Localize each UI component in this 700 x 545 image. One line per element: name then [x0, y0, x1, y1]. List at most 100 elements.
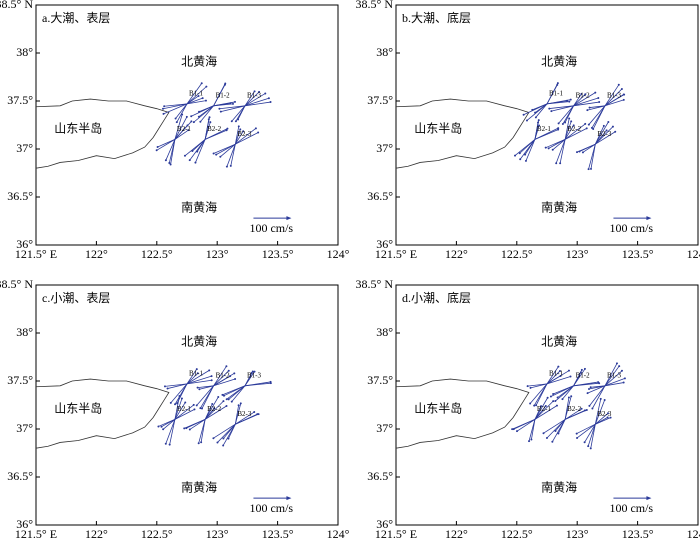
current-vector — [594, 398, 602, 425]
station-label: B1-2 — [216, 91, 231, 99]
scale-arrow-head — [646, 216, 652, 221]
x-tick-label: 123° — [566, 247, 589, 261]
y-tick-label: 36° — [376, 517, 393, 531]
x-tick-label: 123.5° — [262, 527, 294, 540]
current-vector — [595, 131, 616, 145]
x-tick-label: 124° — [687, 527, 700, 540]
vector-head — [169, 163, 172, 166]
vector-head — [557, 128, 560, 131]
station-label: B2-1 — [177, 125, 192, 133]
vector-head — [188, 159, 191, 162]
scale-label: 100 cm/s — [609, 221, 653, 235]
y-tick-label: 38° — [376, 45, 393, 59]
vector-head — [225, 165, 228, 168]
current-vector — [573, 93, 582, 107]
current-vector — [156, 139, 176, 151]
vector-head — [227, 398, 230, 401]
current-vector — [516, 419, 536, 432]
current-vector — [174, 125, 188, 140]
vector-head — [225, 398, 228, 401]
vector-head — [555, 404, 558, 407]
vector-head — [254, 127, 257, 130]
vector-head — [555, 162, 558, 165]
vector-head — [568, 100, 571, 103]
vector-head — [526, 385, 529, 388]
y-tick-label: 38° — [376, 325, 393, 339]
station-label: B2-2 — [567, 405, 582, 413]
y-tick-label: 36.5° — [7, 189, 33, 203]
current-vector — [186, 100, 207, 105]
vector-head — [609, 416, 612, 419]
x-tick-label: 121.5° E — [375, 527, 417, 540]
vector-head — [199, 407, 202, 410]
vector-head — [623, 377, 626, 380]
x-tick-label: 121.5° E — [15, 247, 57, 261]
current-vector — [186, 83, 203, 105]
panel-title: d.小潮、底层 — [402, 290, 471, 305]
y-tick-label: 38.5° N — [356, 0, 394, 11]
vector-head — [224, 82, 227, 85]
vector-head — [180, 397, 183, 400]
vector-head — [212, 152, 215, 155]
vector-head — [190, 115, 193, 118]
current-vector — [186, 379, 212, 385]
station-label: B1-3 — [607, 371, 622, 379]
vector-head — [196, 386, 199, 389]
vector-head — [585, 127, 588, 130]
vector-head — [197, 115, 200, 118]
current-vector — [543, 419, 566, 434]
vector-head — [212, 437, 215, 440]
vector-head — [606, 416, 609, 419]
place-label: 南黄海 — [181, 479, 217, 494]
current-vector — [223, 423, 236, 439]
current-vector — [235, 411, 255, 425]
vector-head — [544, 405, 547, 408]
vector-head — [568, 117, 571, 120]
current-vector — [186, 86, 207, 105]
current-vector — [576, 423, 596, 439]
vector-head — [588, 106, 591, 109]
y-tick-label: 36° — [16, 237, 33, 251]
current-vector — [164, 383, 188, 387]
current-vector — [174, 114, 183, 140]
current-vector — [244, 382, 271, 387]
current-vector — [195, 139, 206, 163]
vector-head — [222, 400, 225, 403]
vector-head — [525, 119, 528, 122]
vector-head — [511, 428, 514, 431]
current-vector — [213, 143, 236, 154]
vector-head — [257, 413, 260, 416]
vector-head — [540, 405, 543, 408]
vector-head — [554, 400, 557, 403]
current-vector — [204, 117, 210, 140]
vector-head — [590, 126, 593, 129]
current-vector — [204, 129, 227, 140]
current-vector — [168, 139, 176, 164]
vector-head — [269, 382, 272, 385]
vector-head — [227, 369, 230, 372]
current-vector — [546, 100, 568, 105]
y-tick-label: 36.5° — [367, 189, 393, 203]
vector-head — [196, 150, 199, 153]
vector-head — [157, 425, 160, 428]
current-vector — [189, 419, 206, 430]
vector-head — [614, 130, 617, 133]
current-vector — [234, 126, 240, 145]
vector-head — [174, 403, 177, 406]
place-label: 山东半岛 — [414, 121, 462, 136]
vector-head — [227, 437, 230, 440]
vector-head — [570, 395, 573, 398]
station-label: B2-3 — [597, 410, 612, 418]
y-tick-label: 37.5° — [7, 373, 33, 387]
vector-head — [200, 82, 203, 85]
current-vector — [198, 419, 206, 444]
station-label: B1-1 — [549, 369, 564, 377]
current-vector — [549, 105, 574, 109]
current-vector — [604, 365, 620, 387]
current-vector — [186, 370, 210, 385]
scale-arrow-head — [646, 496, 652, 501]
current-vector — [529, 383, 548, 404]
current-vector — [234, 129, 241, 145]
vector-head — [576, 151, 579, 154]
